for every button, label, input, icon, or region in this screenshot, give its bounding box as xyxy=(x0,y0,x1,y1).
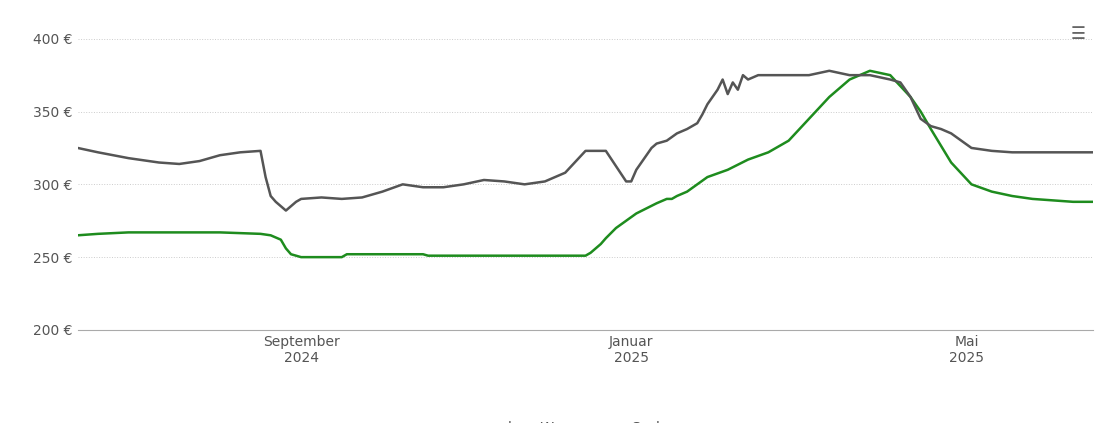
lose Ware xyxy=(884,73,897,78)
lose Ware xyxy=(294,255,307,260)
Sackware xyxy=(823,68,836,73)
Sackware xyxy=(650,141,664,146)
lose Ware xyxy=(538,253,552,258)
lose Ware xyxy=(71,233,84,238)
lose Ware xyxy=(670,193,684,198)
lose Ware xyxy=(700,175,714,180)
Text: ☰: ☰ xyxy=(1071,25,1086,44)
Line: lose Ware: lose Ware xyxy=(78,71,1093,257)
Sackware xyxy=(71,146,84,151)
Sackware xyxy=(477,177,491,182)
Legend: lose Ware, Sackware: lose Ware, Sackware xyxy=(467,415,704,423)
lose Ware xyxy=(741,157,755,162)
Sackware xyxy=(280,208,293,213)
Sackware xyxy=(1087,150,1100,155)
lose Ware xyxy=(91,231,104,236)
Sackware xyxy=(315,195,329,200)
Sackware xyxy=(935,126,948,132)
Sackware xyxy=(986,148,999,154)
Sackware xyxy=(914,116,927,121)
Line: Sackware: Sackware xyxy=(78,71,1093,211)
lose Ware xyxy=(1087,199,1100,204)
lose Ware xyxy=(864,68,877,73)
